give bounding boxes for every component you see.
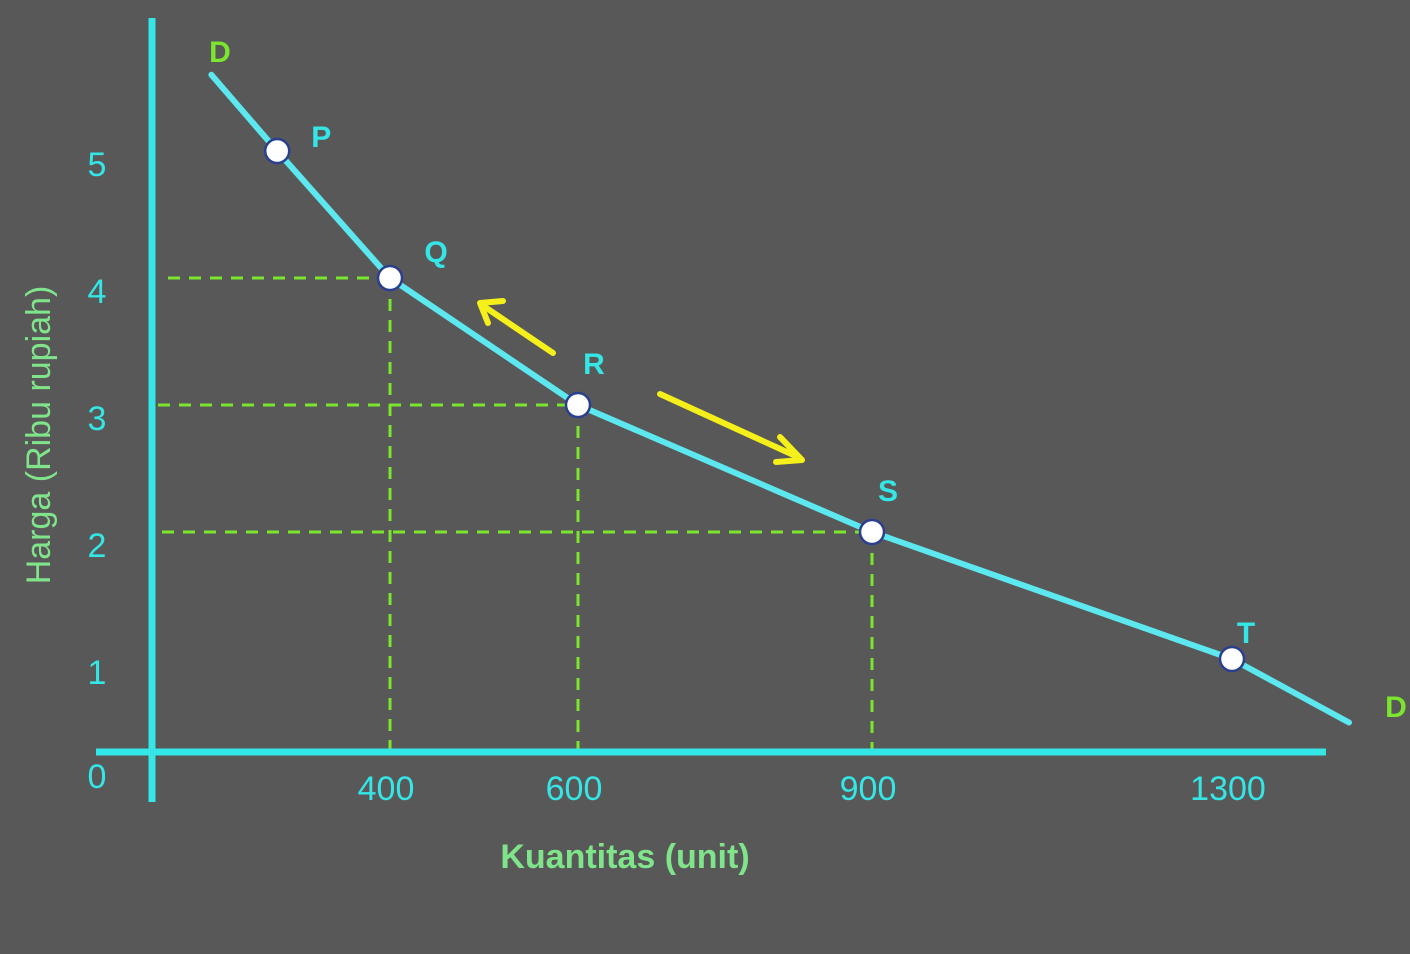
point-label-T: T — [1237, 617, 1255, 650]
point-T — [1218, 645, 1246, 673]
y-tick-label-5: 5 — [88, 146, 107, 184]
y-tick-label-2: 2 — [88, 527, 107, 565]
guide-lines — [158, 276, 874, 752]
y-axis-title: Harga (Ribu rupiah) — [20, 286, 58, 585]
arrow-down-right-head — [773, 434, 805, 465]
point-S — [858, 518, 886, 546]
tick-labels: 400 600 900 1300 1 2 3 4 5 — [88, 146, 1266, 808]
arrow-up-left-shaft — [479, 302, 556, 356]
demand-curve-group — [208, 71, 1352, 726]
point-label-R: R — [583, 348, 605, 381]
movement-arrows — [477, 298, 805, 465]
y-tick-label-3: 3 — [88, 400, 107, 438]
curve-label-end: D — [1385, 691, 1407, 724]
point-P — [263, 137, 291, 165]
data-points: P Q R S T — [263, 121, 1255, 673]
point-label-Q: Q — [424, 236, 447, 269]
point-R — [564, 391, 592, 419]
x-tick-label-900: 900 — [840, 770, 897, 808]
demand-curve-line — [208, 71, 1352, 726]
arrow-down-right-shaft — [657, 391, 803, 461]
x-tick-label-1300: 1300 — [1190, 770, 1266, 808]
point-label-S: S — [878, 475, 898, 508]
y-tick-label-1: 1 — [88, 654, 107, 692]
arrow-up-left-head — [477, 298, 506, 326]
point-Q — [376, 264, 404, 292]
x-tick-label-400: 400 — [358, 770, 415, 808]
origin-label: 0 — [88, 758, 107, 796]
y-tick-label-4: 4 — [88, 273, 107, 311]
x-tick-label-600: 600 — [546, 770, 603, 808]
curve-label-start: D — [209, 36, 231, 69]
x-axis-title: Kuantitas (unit) — [500, 838, 749, 876]
point-label-P: P — [311, 121, 331, 154]
